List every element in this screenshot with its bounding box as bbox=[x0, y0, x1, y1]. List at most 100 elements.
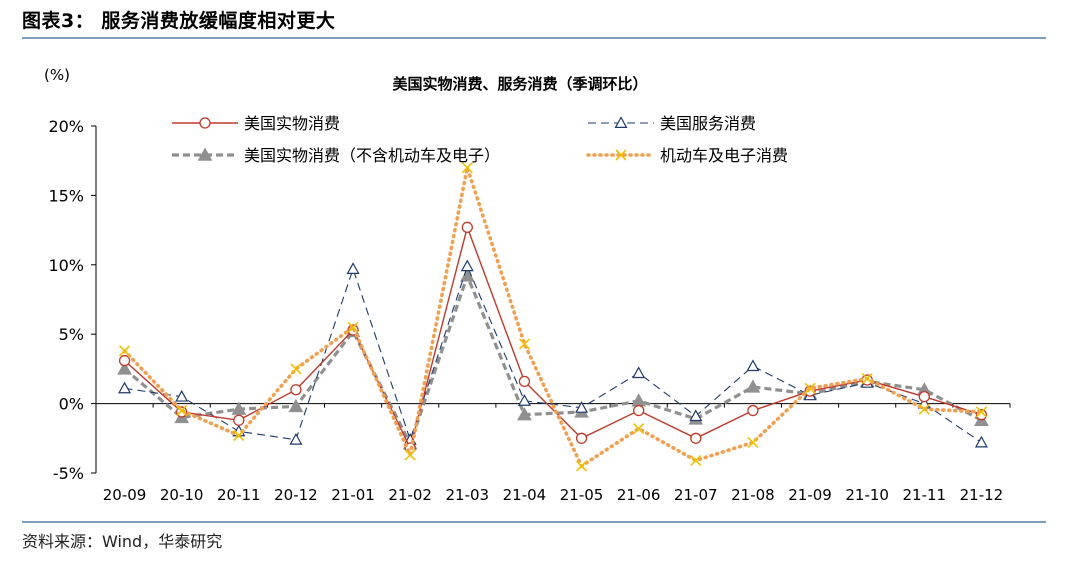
x-tick-label: 21-06 bbox=[617, 486, 661, 504]
y-tick-label: 10% bbox=[48, 256, 84, 275]
data-point bbox=[575, 401, 589, 413]
y-tick-label: 0% bbox=[59, 395, 84, 414]
x-tick-label: 20-10 bbox=[160, 486, 204, 504]
source-note: 资料来源：Wind，华泰研究 bbox=[22, 532, 223, 551]
x-mark-stroke bbox=[690, 454, 702, 467]
data-point bbox=[175, 389, 189, 402]
series-3 bbox=[118, 160, 988, 472]
data-point bbox=[689, 409, 703, 422]
legend-entry-0: 美国实物消费 bbox=[172, 114, 340, 133]
x-tick-label: 21-10 bbox=[845, 486, 889, 504]
legend-entry-1: 美国服务消费 bbox=[588, 114, 756, 133]
x-tick-label: 20-12 bbox=[274, 486, 318, 504]
legend-label: 美国服务消费 bbox=[660, 114, 756, 133]
data-point bbox=[290, 363, 302, 375]
x-tick-label: 21-09 bbox=[788, 486, 832, 504]
data-point bbox=[347, 321, 359, 333]
y-tick-label: 15% bbox=[48, 186, 84, 205]
data-point bbox=[461, 162, 473, 174]
x-mark-stroke bbox=[804, 382, 816, 394]
series-layer bbox=[117, 160, 989, 472]
bottom-rule bbox=[22, 521, 1046, 523]
x-tick-label: 20-11 bbox=[217, 486, 261, 504]
legend-entry-2: 美国实物消费（不含机动车及电子） bbox=[172, 146, 500, 165]
top-rule bbox=[22, 37, 1046, 39]
data-point bbox=[747, 436, 759, 449]
data-point bbox=[176, 404, 188, 417]
data-point bbox=[632, 366, 646, 379]
x-mark-stroke bbox=[747, 436, 759, 449]
data-point bbox=[118, 345, 131, 357]
series-0 bbox=[118, 221, 988, 454]
x-mark-stroke bbox=[615, 149, 627, 161]
data-point bbox=[460, 259, 474, 272]
x-mark-stroke bbox=[918, 403, 930, 415]
axes: 20% 15% 10% 5% 0% -5% 20-09 20-10 20-11 20-12 21-0… bbox=[48, 117, 1011, 504]
data-point bbox=[233, 429, 245, 442]
data-point bbox=[615, 149, 627, 161]
series-1 bbox=[118, 259, 988, 448]
x-tick-label: 21-12 bbox=[960, 486, 1004, 504]
data-point bbox=[575, 432, 588, 444]
legend-entry-3: 机动车及电子消费 bbox=[586, 146, 788, 165]
data-point bbox=[804, 382, 816, 394]
data-point bbox=[404, 449, 416, 461]
x-mark-stroke bbox=[861, 373, 873, 385]
data-point bbox=[975, 406, 988, 418]
data-point bbox=[461, 221, 473, 233]
x-mark-stroke bbox=[461, 162, 473, 174]
x-tick-label: 21-07 bbox=[674, 486, 718, 504]
x-mark-stroke bbox=[233, 429, 245, 442]
x-mark-stroke bbox=[290, 363, 302, 375]
data-point bbox=[690, 454, 702, 467]
data-point bbox=[861, 373, 873, 385]
data-point bbox=[118, 354, 131, 367]
data-point bbox=[288, 398, 304, 413]
x-tick-label: 21-11 bbox=[903, 486, 947, 504]
series-line bbox=[124, 224, 982, 451]
data-point bbox=[517, 407, 532, 421]
x-mark-stroke bbox=[518, 338, 531, 350]
data-point bbox=[199, 117, 211, 129]
line-chart: 美国实物消费、服务消费（季调环比） (%) 20% 15% 10% 5% 0% -5% 20… bbox=[44, 66, 1011, 504]
y-tick-label: 5% bbox=[59, 325, 84, 344]
data-point bbox=[746, 359, 760, 372]
data-point bbox=[918, 403, 930, 415]
x-mark-stroke bbox=[347, 321, 359, 333]
data-point bbox=[745, 379, 761, 393]
y-tick-label: -5% bbox=[53, 464, 84, 483]
data-point bbox=[575, 460, 588, 472]
data-point bbox=[974, 435, 988, 448]
data-point bbox=[517, 394, 531, 406]
data-point bbox=[633, 423, 645, 435]
x-tick-label: 21-02 bbox=[388, 486, 432, 504]
legend-label: 美国实物消费（不含机动车及电子） bbox=[244, 146, 500, 165]
data-point bbox=[747, 404, 759, 417]
chart-title: 美国实物消费、服务消费（季调环比） bbox=[392, 75, 647, 93]
y-axis-unit: (%) bbox=[44, 66, 70, 84]
x-tick-label: 21-01 bbox=[331, 486, 375, 504]
x-mark-stroke bbox=[975, 406, 988, 418]
data-point bbox=[633, 404, 645, 417]
data-point bbox=[117, 361, 132, 375]
x-mark-stroke bbox=[575, 460, 588, 472]
x-mark-stroke bbox=[404, 449, 416, 461]
data-point bbox=[118, 381, 132, 394]
data-point bbox=[918, 391, 930, 403]
data-point bbox=[231, 401, 247, 415]
data-point bbox=[233, 414, 245, 426]
data-point bbox=[346, 262, 360, 274]
figure-title: 图表3： 服务消费放缓幅度相对更大 bbox=[22, 10, 336, 32]
data-point bbox=[614, 116, 628, 129]
legend-label: 机动车及电子消费 bbox=[660, 146, 788, 165]
y-tick-label: 20% bbox=[48, 117, 84, 136]
data-point bbox=[289, 432, 303, 445]
x-mark-stroke bbox=[118, 345, 131, 357]
data-point bbox=[690, 432, 702, 444]
data-point bbox=[197, 147, 213, 161]
data-point bbox=[518, 375, 531, 388]
x-tick-label: 21-03 bbox=[446, 486, 490, 504]
x-tick-label: 21-04 bbox=[503, 486, 547, 504]
x-mark-stroke bbox=[633, 423, 645, 435]
series-line bbox=[122, 160, 984, 469]
